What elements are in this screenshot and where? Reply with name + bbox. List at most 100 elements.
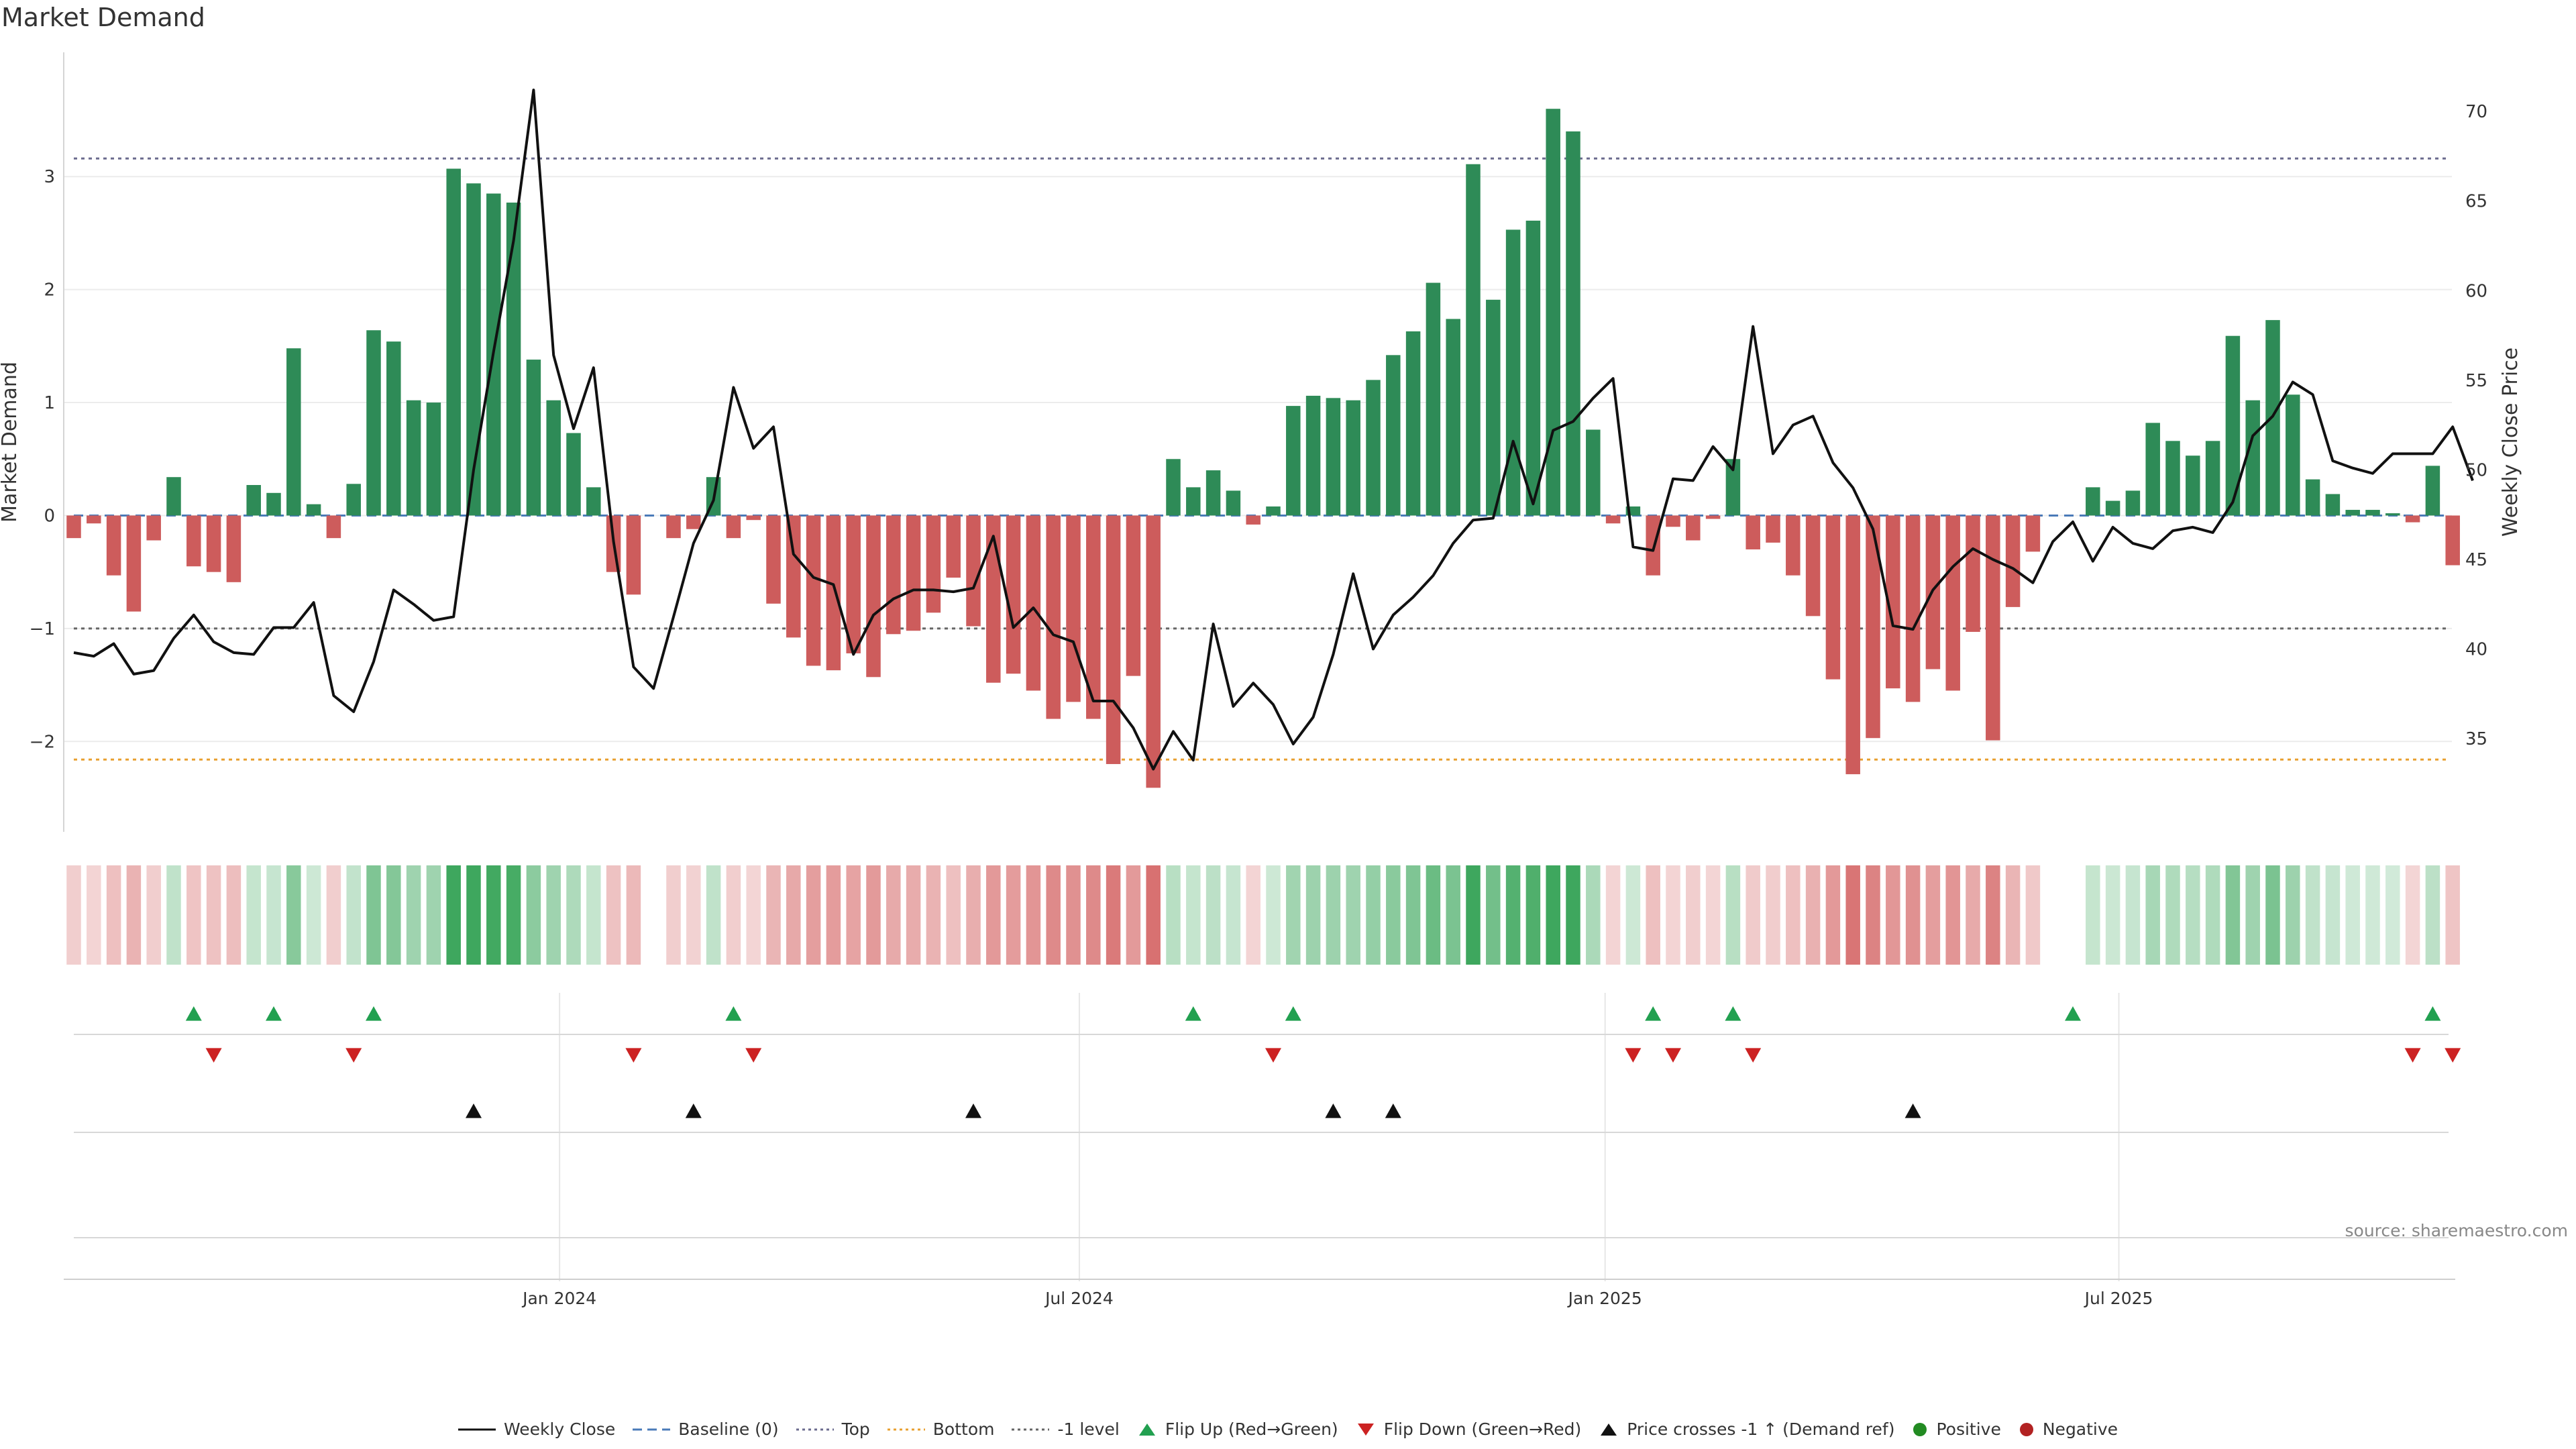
demand-bar bbox=[1426, 282, 1441, 516]
demand-bar bbox=[806, 515, 821, 666]
demand-bar bbox=[126, 515, 142, 612]
heat-cell bbox=[1366, 865, 1381, 965]
heat-cell bbox=[1805, 865, 1821, 965]
heat-cell bbox=[186, 865, 201, 965]
heat-cell bbox=[1925, 865, 1941, 965]
demand-bar bbox=[206, 515, 221, 572]
heat-cell bbox=[2086, 865, 2100, 965]
level-lines bbox=[74, 157, 2449, 761]
flip-down-marker bbox=[1625, 1048, 1642, 1063]
heat-cell bbox=[1246, 865, 1260, 965]
heat-cell bbox=[226, 865, 241, 965]
heat-cell bbox=[2265, 865, 2280, 965]
y2-axis-title: Weekly Close Price bbox=[2499, 347, 2522, 537]
x-tick-label: Jul 2025 bbox=[2084, 1289, 2153, 1308]
weekly-close-line bbox=[73, 89, 2474, 771]
heat-cell bbox=[486, 865, 501, 965]
heat-cell bbox=[2425, 865, 2440, 965]
legend-top: Top bbox=[796, 1419, 870, 1439]
heat-cell bbox=[266, 865, 281, 965]
demand-bar bbox=[1326, 398, 1341, 516]
demand-bar bbox=[1525, 220, 1541, 516]
demand-bar bbox=[226, 515, 241, 582]
heat-cell bbox=[846, 865, 861, 965]
heat-cell bbox=[926, 865, 941, 965]
heat-cell bbox=[1766, 865, 1780, 965]
heat-cell bbox=[2005, 865, 2021, 965]
legend-price-cross: Price crosses -1 ↑ (Demand ref) bbox=[1599, 1419, 1894, 1439]
heat-cell bbox=[626, 865, 641, 965]
y2-tick-label: 65 bbox=[2465, 192, 2487, 212]
demand-bar bbox=[2445, 515, 2460, 566]
heat-cell bbox=[406, 865, 421, 965]
flip-up-marker bbox=[185, 1006, 202, 1021]
heat-cell bbox=[606, 865, 621, 965]
heat-cell bbox=[306, 865, 321, 965]
heat-cell bbox=[1106, 865, 1121, 965]
heat-cell bbox=[1945, 865, 1960, 965]
legend-baseline: Baseline (0) bbox=[633, 1419, 779, 1439]
heat-cell bbox=[2165, 865, 2180, 965]
heat-cell bbox=[1686, 865, 1701, 965]
axes: 3 2 1 0 −1 −2 70 65 60 55 50 45 40 35 Market Demand Wee… bbox=[0, 52, 2522, 1308]
demand-bar bbox=[786, 515, 801, 638]
demand-bar bbox=[1986, 515, 2000, 741]
heat-cell bbox=[726, 865, 741, 965]
demand-bar bbox=[1046, 515, 1061, 719]
heat-cell bbox=[2405, 865, 2420, 965]
heat-cell bbox=[506, 865, 521, 965]
legend-minus1: -1 level bbox=[1012, 1419, 1120, 1439]
price-cross-marker bbox=[685, 1104, 702, 1118]
demand-bar bbox=[1886, 515, 1900, 689]
demand-bar bbox=[1386, 355, 1401, 516]
flip-down-marker bbox=[625, 1048, 642, 1063]
legend-positive: Positive bbox=[1912, 1419, 2001, 1439]
heat-cell bbox=[2186, 865, 2200, 965]
flip-down-marker bbox=[2445, 1048, 2461, 1063]
heat-cell bbox=[1966, 865, 1980, 965]
heat-cell bbox=[1046, 865, 1061, 965]
demand-bar bbox=[1346, 400, 1360, 516]
heat-cell bbox=[666, 865, 681, 965]
demand-bar bbox=[1766, 515, 1780, 543]
heat-cell bbox=[1026, 865, 1041, 965]
demand-bar bbox=[2125, 490, 2141, 516]
heat-cell bbox=[1286, 865, 1301, 965]
demand-bar bbox=[1366, 380, 1381, 516]
heat-cell bbox=[1646, 865, 1660, 965]
heat-cell bbox=[1346, 865, 1360, 965]
x-tick-label: Jan 2024 bbox=[521, 1289, 596, 1308]
demand-bar bbox=[2105, 500, 2121, 516]
demand-bar bbox=[1866, 515, 1880, 739]
demand-bar bbox=[1646, 515, 1660, 576]
demand-bars bbox=[66, 109, 2460, 788]
demand-bar bbox=[966, 515, 981, 627]
legend-dotted-icon bbox=[796, 1428, 834, 1430]
demand-bar bbox=[546, 400, 561, 516]
demand-bar bbox=[766, 515, 781, 604]
demand-bar bbox=[1246, 515, 1260, 525]
heat-cell bbox=[326, 865, 341, 965]
demand-bar bbox=[566, 433, 581, 516]
heat-cell bbox=[126, 865, 142, 965]
legend-label: Price crosses -1 ↑ (Demand ref) bbox=[1627, 1419, 1895, 1439]
demand-bar bbox=[1486, 299, 1501, 516]
circle-icon bbox=[1913, 1422, 1927, 1436]
demand-bar bbox=[266, 492, 281, 516]
demand-bar bbox=[886, 515, 901, 635]
y-tick-label: 2 bbox=[44, 280, 55, 301]
demand-bar bbox=[1126, 515, 1141, 676]
demand-bar bbox=[66, 515, 81, 539]
heat-cell bbox=[1586, 865, 1601, 965]
legend-flip-up: Flip Up (Red→Green) bbox=[1137, 1419, 1338, 1439]
demand-bar bbox=[2145, 423, 2160, 516]
legend-label: Flip Up (Red→Green) bbox=[1165, 1419, 1338, 1439]
demand-bar bbox=[1705, 515, 1721, 519]
heat-cell bbox=[466, 865, 481, 965]
legend: Weekly Close Baseline (0) Top Bottom -1 … bbox=[0, 1419, 2576, 1439]
legend-label: Flip Down (Green→Red) bbox=[1383, 1419, 1582, 1439]
demand-bar bbox=[1725, 459, 1741, 516]
demand-bar bbox=[346, 484, 361, 516]
heat-cell bbox=[1226, 865, 1241, 965]
